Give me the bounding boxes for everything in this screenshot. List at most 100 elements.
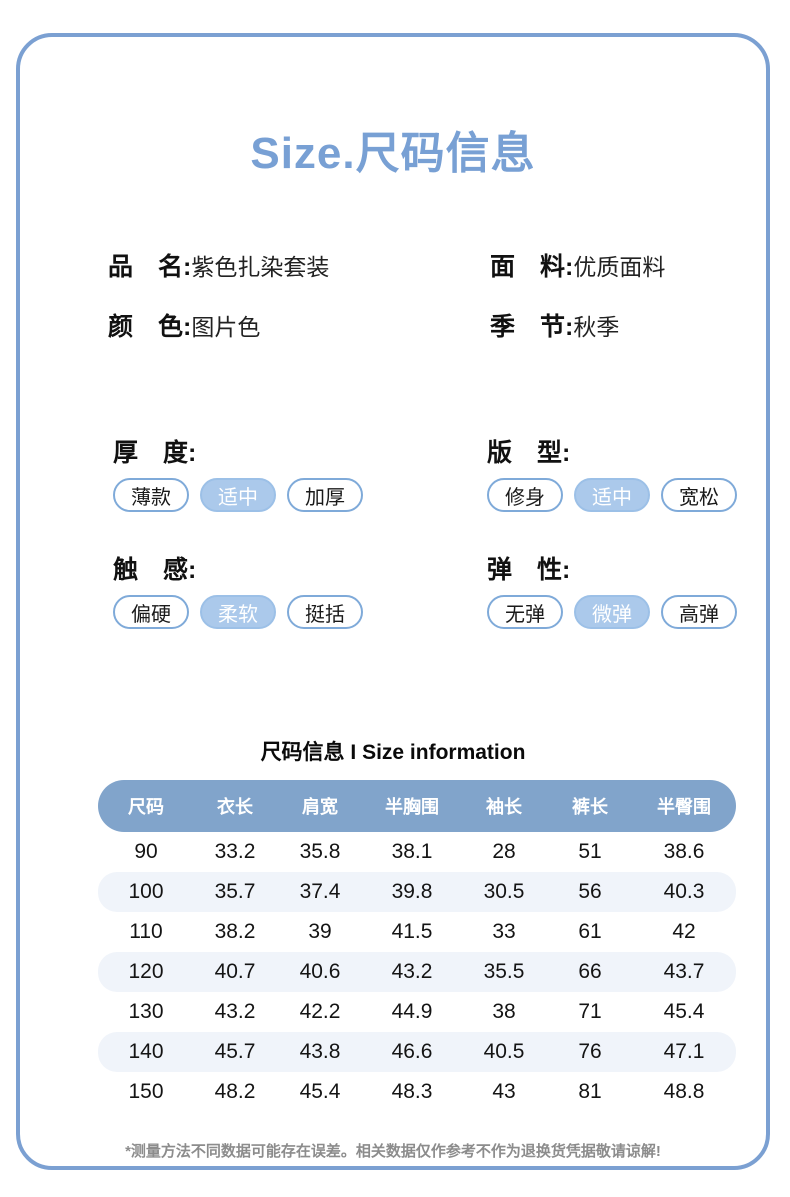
table-row: 100 35.7 37.4 39.8 30.5 56 40.3 [98, 872, 736, 912]
info-label: 品 名: [108, 253, 192, 281]
table-cell: 38.6 [663, 840, 705, 863]
attribute-option: 高弹 [661, 595, 737, 629]
size-table-title: 尺码信息 I Size information [260, 741, 526, 764]
table-cell: 150 [128, 1080, 164, 1103]
attribute-label: 版 型: [487, 439, 571, 467]
attribute-option: 偏硬 [113, 595, 189, 629]
attribute-option: 挺括 [287, 595, 363, 629]
attribute-option-selected: 微弹 [574, 595, 650, 629]
table-cell: 48.8 [663, 1080, 705, 1103]
attribute-option-selected: 适中 [200, 478, 276, 512]
table-cell: 41.5 [391, 920, 433, 943]
product-attributes-section: 厚 度: 薄款 适中 加厚版 型: 修身 适中 宽松触 感: 偏硬 柔软 挺括弹 性: 无弹 微弹 高弹 [113, 436, 753, 629]
table-cell: 110 [129, 920, 163, 943]
table-cell: 56 [578, 880, 602, 903]
table-cell: 48.3 [391, 1080, 433, 1103]
table-cell: 43 [492, 1080, 516, 1103]
table-cell: 38.1 [391, 840, 433, 863]
table-row: 120 40.7 40.6 43.2 35.5 66 43.7 [98, 952, 736, 992]
attribute-options: 无弹 微弹 高弹 [487, 595, 753, 629]
table-cell: 45.4 [663, 1000, 705, 1023]
info-label: 季 节: [490, 313, 574, 341]
table-cell: 43.7 [663, 960, 705, 983]
measurement-disclaimer: *测量方法不同数据可能存在误差。相关数据仅作参考不作为退换货凭据敬请谅解! [125, 1143, 661, 1160]
table-cell: 35.5 [483, 960, 525, 983]
attribute-label: 触 感: [113, 556, 197, 584]
attribute-option: 加厚 [287, 478, 363, 512]
size-table-header: 尺码 衣长 肩宽 半胸围 袖长 裤长 半臀围 [98, 780, 736, 832]
table-cell: 40.6 [299, 960, 341, 983]
table-header-cell: 肩宽 [302, 797, 338, 817]
attribute-block: 厚 度: 薄款 适中 加厚 [113, 436, 487, 512]
attribute-options: 修身 适中 宽松 [487, 478, 753, 512]
table-cell: 28 [492, 840, 516, 863]
size-table-body: 90 33.2 35.8 38.1 28 51 38.6 100 35.7 37.4 39.8 30.… [98, 832, 736, 1112]
table-cell: 47.1 [663, 1040, 705, 1063]
table-cell: 43.2 [391, 960, 433, 983]
table-cell: 39 [308, 920, 332, 943]
table-row: 130 43.2 42.2 44.9 38 71 45.4 [98, 992, 736, 1032]
table-cell: 38.2 [214, 920, 256, 943]
table-cell: 40.3 [663, 880, 705, 903]
table-header-cell: 尺码 [128, 797, 164, 817]
page-title: Size.尺码信息 [250, 129, 536, 178]
table-cell: 71 [578, 1000, 602, 1023]
table-cell: 45.7 [214, 1040, 256, 1063]
attribute-block: 版 型: 修身 适中 宽松 [487, 436, 753, 512]
table-cell: 42 [672, 920, 696, 943]
info-value: 紫色扎染套装 [191, 254, 330, 280]
info-value: 秋季 [573, 314, 620, 340]
table-cell: 44.9 [391, 1000, 433, 1023]
attribute-option: 修身 [487, 478, 563, 512]
attribute-option-selected: 适中 [574, 478, 650, 512]
table-cell: 43.2 [214, 1000, 256, 1023]
table-cell: 42.2 [299, 1000, 341, 1023]
table-cell: 120 [128, 960, 164, 983]
info-item: 品 名: 紫色扎染套装 [108, 250, 490, 284]
table-cell: 43.8 [299, 1040, 341, 1063]
info-item: 季 节: 秋季 [490, 310, 748, 344]
table-cell: 40.7 [214, 960, 256, 983]
attribute-block: 弹 性: 无弹 微弹 高弹 [487, 553, 753, 629]
table-header-cell: 衣长 [217, 797, 253, 817]
table-cell: 33 [492, 920, 516, 943]
attribute-block: 触 感: 偏硬 柔软 挺括 [113, 553, 487, 629]
table-cell: 100 [128, 880, 164, 903]
size-info-card: Size.尺码信息 品 名: 紫色扎染套装面 料: 优质面料颜 色: 图片色季 节: 秋… [16, 33, 770, 1170]
attribute-option-selected: 柔软 [200, 595, 276, 629]
table-header-cell: 袖长 [486, 797, 522, 817]
table-header-cell: 半臀围 [657, 797, 711, 817]
table-cell: 90 [134, 840, 158, 863]
table-row: 150 48.2 45.4 48.3 43 81 48.8 [98, 1072, 736, 1112]
attribute-options: 薄款 适中 加厚 [113, 478, 487, 512]
table-cell: 33.2 [214, 840, 256, 863]
info-label: 面 料: [490, 253, 574, 281]
product-info-section: 品 名: 紫色扎染套装面 料: 优质面料颜 色: 图片色季 节: 秋季 [108, 250, 748, 344]
table-row: 90 33.2 35.8 38.1 28 51 38.6 [98, 832, 736, 872]
table-cell: 48.2 [214, 1080, 256, 1103]
table-cell: 46.6 [391, 1040, 433, 1063]
table-cell: 81 [578, 1080, 602, 1103]
table-cell: 51 [578, 840, 602, 863]
attribute-label: 厚 度: [113, 439, 197, 467]
table-cell: 30.5 [483, 880, 525, 903]
info-item: 颜 色: 图片色 [108, 310, 490, 344]
attribute-option: 无弹 [487, 595, 563, 629]
info-label: 颜 色: [108, 313, 192, 341]
table-cell: 35.7 [214, 880, 256, 903]
table-cell: 45.4 [299, 1080, 341, 1103]
info-item: 面 料: 优质面料 [490, 250, 748, 284]
table-cell: 61 [578, 920, 602, 943]
table-cell: 38 [492, 1000, 516, 1023]
table-cell: 39.8 [391, 880, 433, 903]
attribute-options: 偏硬 柔软 挺括 [113, 595, 487, 629]
table-cell: 76 [578, 1040, 602, 1063]
table-row: 140 45.7 43.8 46.6 40.5 76 47.1 [98, 1032, 736, 1072]
attribute-label: 弹 性: [487, 556, 571, 584]
info-value: 图片色 [191, 314, 261, 340]
table-row: 110 38.2 39 41.5 33 61 42 [98, 912, 736, 952]
table-header-cell: 裤长 [572, 797, 608, 817]
table-cell: 140 [128, 1040, 164, 1063]
attribute-option: 宽松 [661, 478, 737, 512]
attribute-option: 薄款 [113, 478, 189, 512]
